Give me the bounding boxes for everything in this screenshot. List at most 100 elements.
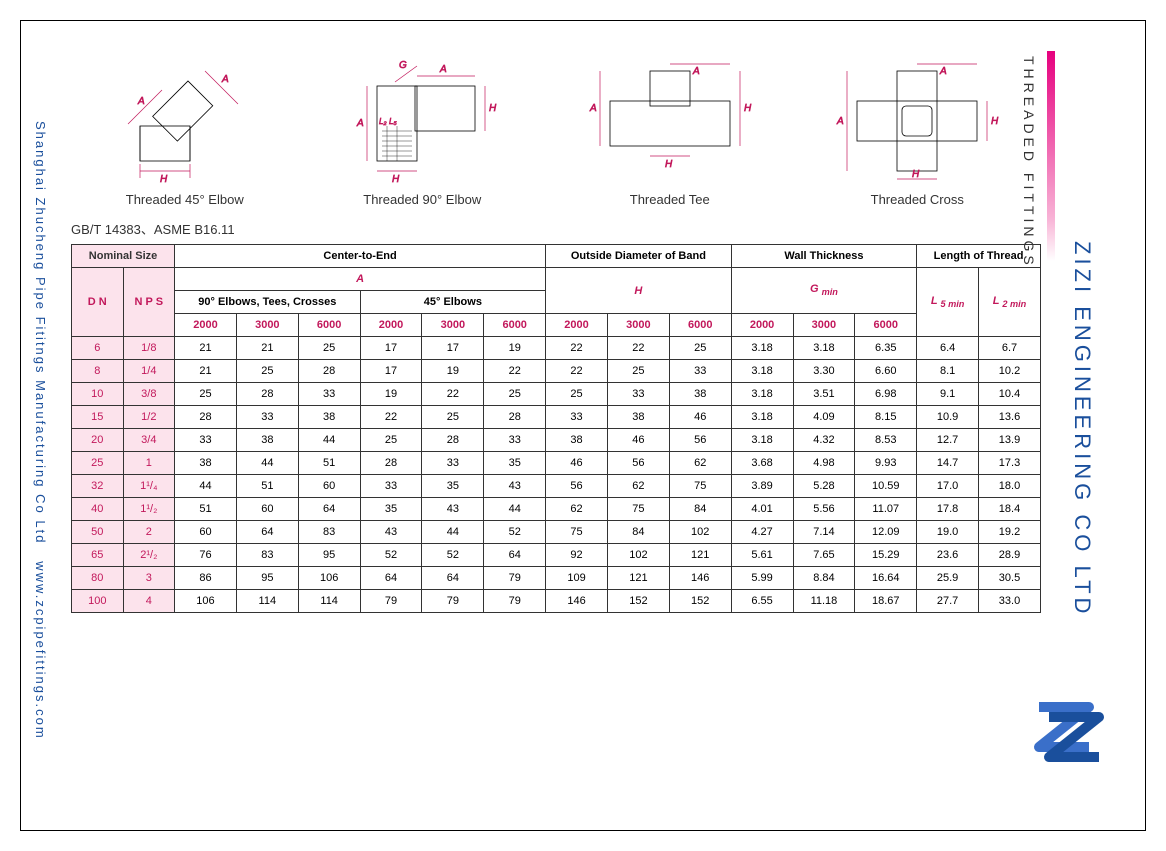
table-row: 652¹/₂768395525264921021215.617.6515.292…	[72, 544, 1041, 567]
standard-label: GB/T 14383、ASME B16.11	[71, 219, 1041, 238]
cell: 79	[484, 567, 546, 590]
table-row: 321¹/₄4451603335435662753.895.2810.5917.…	[72, 475, 1041, 498]
cell: 19.2	[979, 521, 1041, 544]
page-frame: Shanghai Zhucheng Pipe Fititngs Manufact…	[20, 20, 1146, 831]
cell: 28	[484, 406, 546, 429]
h-l2: L 2 min	[979, 268, 1041, 337]
cell: 40	[72, 498, 124, 521]
cell: 33	[607, 383, 669, 406]
svg-text:H: H	[991, 116, 999, 127]
cell: 25.9	[917, 567, 979, 590]
h-a: A	[175, 268, 546, 291]
cell: 21	[175, 337, 237, 360]
cell: 6	[72, 337, 124, 360]
c9: 6000	[669, 314, 731, 337]
svg-text:G: G	[399, 60, 407, 71]
cell: 4.98	[793, 452, 855, 475]
cell: 14.7	[917, 452, 979, 475]
cell: 2¹/₂	[123, 544, 175, 567]
cell: 4.32	[793, 429, 855, 452]
cell: 51	[236, 475, 298, 498]
svg-text:A: A	[692, 66, 700, 77]
cell: 6.35	[855, 337, 917, 360]
cell: 95	[298, 544, 360, 567]
cell: 102	[669, 521, 731, 544]
cell: 52	[360, 544, 422, 567]
cell: 62	[546, 498, 608, 521]
cell: 38	[669, 383, 731, 406]
svg-text:A: A	[589, 103, 597, 114]
cell: 28	[298, 360, 360, 383]
table-body: 61/82121251717192222253.183.186.356.46.7…	[72, 337, 1041, 613]
left-vertical-text: Shanghai Zhucheng Pipe Fititngs Manufact…	[33, 121, 48, 740]
cell: 146	[546, 590, 608, 613]
cell: 64	[236, 521, 298, 544]
cell: 6.4	[917, 337, 979, 360]
cell: 52	[484, 521, 546, 544]
cell: 38	[607, 406, 669, 429]
cell: 46	[546, 452, 608, 475]
svg-text:H: H	[665, 159, 673, 170]
cell: 28	[360, 452, 422, 475]
diagram-cross: A H A H Threaded Cross	[832, 56, 1002, 207]
cell: 28	[175, 406, 237, 429]
cell: 25	[236, 360, 298, 383]
cell: 64	[360, 567, 422, 590]
cell: 3.18	[731, 406, 793, 429]
dia2-label: Threaded 90° Elbow	[337, 192, 507, 207]
cell: 28	[422, 429, 484, 452]
cell: 17	[422, 337, 484, 360]
c6: 6000	[484, 314, 546, 337]
cell: 43	[484, 475, 546, 498]
cell: 27.7	[917, 590, 979, 613]
cell: 6.98	[855, 383, 917, 406]
cell: 109	[546, 567, 608, 590]
cell: 25	[669, 337, 731, 360]
cell: 3.18	[731, 383, 793, 406]
cell: 52	[422, 544, 484, 567]
cell: 106	[298, 567, 360, 590]
table-row: 2513844512833354656623.684.989.9314.717.…	[72, 452, 1041, 475]
cell: 9.1	[917, 383, 979, 406]
svg-text:A: A	[356, 118, 364, 129]
svg-text:A: A	[137, 96, 145, 107]
cell: 6.60	[855, 360, 917, 383]
cell: 44	[422, 521, 484, 544]
cell: 38	[175, 452, 237, 475]
diagram-row: H A A Threaded 45° Elbow A	[71, 56, 1041, 207]
cell: 100	[72, 590, 124, 613]
cell: 46	[669, 406, 731, 429]
company-url: www.zcpipefittings.com	[33, 561, 48, 739]
cell: 80	[72, 567, 124, 590]
cell: 10	[72, 383, 124, 406]
cell: 76	[175, 544, 237, 567]
h-h: H	[546, 268, 732, 314]
cell: 17.8	[917, 498, 979, 521]
c11: 3000	[793, 314, 855, 337]
cell: 28	[236, 383, 298, 406]
diagram-90-elbow: A H A H L₂ L₅ G Threaded 90° Elbow	[337, 56, 507, 207]
cell: 8.53	[855, 429, 917, 452]
cell: 25	[298, 337, 360, 360]
cell: 79	[360, 590, 422, 613]
dia1-label: Threaded 45° Elbow	[110, 192, 260, 207]
cell: 60	[298, 475, 360, 498]
h-odb: Outside Diameter of Band	[546, 245, 732, 268]
dia3-label: Threaded Tee	[585, 192, 755, 207]
diagram-45-elbow: H A A Threaded 45° Elbow	[110, 56, 260, 207]
c12: 6000	[855, 314, 917, 337]
cell: 3.18	[793, 337, 855, 360]
cell: 25	[360, 429, 422, 452]
cell: 33	[422, 452, 484, 475]
svg-text:A: A	[221, 74, 229, 85]
table-row: 401¹/₂5160643543446275844.015.5611.0717.…	[72, 498, 1041, 521]
cell: 32	[72, 475, 124, 498]
cell: 23.6	[917, 544, 979, 567]
spec-table: Nominal Size Center-to-End Outside Diame…	[71, 244, 1041, 613]
svg-text:L₂: L₂	[379, 117, 387, 126]
cell: 86	[175, 567, 237, 590]
h-cte: Center-to-End	[175, 245, 546, 268]
c7: 2000	[546, 314, 608, 337]
cell: 33	[236, 406, 298, 429]
cell: 18.4	[979, 498, 1041, 521]
